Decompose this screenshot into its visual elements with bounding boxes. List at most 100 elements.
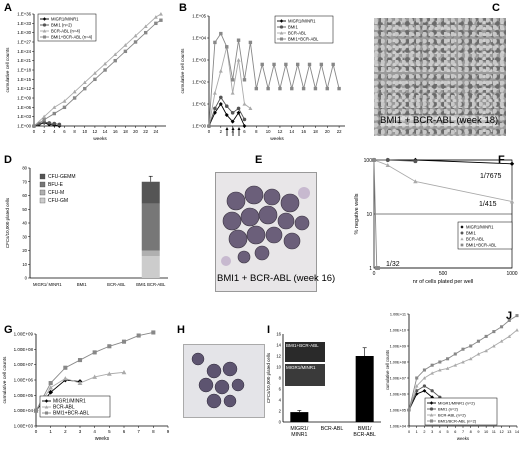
y-tick-label: 50 (22, 207, 27, 212)
panel-h-label: H (177, 324, 185, 336)
legend-marker (44, 399, 49, 403)
x-tick-label: 500 (439, 271, 448, 277)
x-tick-label: 22 (143, 129, 148, 134)
y-tick-label: 1.00E+05 (14, 393, 34, 398)
data-point (509, 161, 515, 167)
data-point (414, 384, 419, 388)
chart-g: 1.00E+03 1.00E+04 1.00E+05 1.00E+06 1.00E+07… (2, 330, 170, 442)
y-tick-label: 2 (279, 409, 282, 414)
data-point (236, 58, 241, 62)
x-tick-label: 4 (439, 430, 441, 434)
legend-label: BMI1 (n=2) (51, 23, 72, 28)
legend-marker (42, 35, 47, 39)
data-point (154, 21, 158, 26)
legend-box (457, 221, 513, 250)
arrow-head (231, 127, 235, 130)
y-axis-title: CFCs/10,000 plated cells (5, 197, 10, 248)
data-point (93, 77, 97, 82)
data-point (212, 91, 217, 95)
data-point (32, 124, 36, 128)
x-tick-label: 14 (289, 129, 294, 134)
series-line (208, 32, 340, 127)
data-point (83, 86, 87, 91)
legend-marker (429, 413, 434, 417)
panel-c: C BMI1 + BCR-ABL (week 18) (352, 0, 520, 150)
legend-label: MIGR1/MINR1 (288, 19, 316, 24)
data-point (337, 86, 341, 91)
inset-bmi1-bcr-abl: BMI1+BCR-ABL (285, 342, 325, 362)
y-axis-title: % negative wells (354, 193, 360, 234)
x-tick-label: 10 (266, 129, 271, 134)
legend-label: BCR-ABL (53, 405, 75, 411)
y-tick-label: 12 (276, 354, 281, 359)
legend-label: BFU-E (48, 182, 64, 188)
y-tick-label: 70 (22, 179, 27, 184)
bar-segment (141, 256, 160, 278)
data-point (230, 119, 235, 124)
data-point (248, 106, 253, 110)
data-point (461, 360, 465, 364)
data-point (92, 350, 97, 355)
x-tick-label: 1 (49, 429, 52, 434)
x-tick-label: 16 (113, 129, 118, 134)
legend-marker (44, 405, 49, 409)
data-point (507, 334, 512, 338)
data-point (159, 18, 163, 22)
y-axis-title: cumulative cell counts (385, 350, 390, 390)
data-point (453, 352, 457, 356)
y-axis-title: cumulative cell counts (5, 47, 10, 93)
y-tick-label: 1.00E+04 (14, 408, 34, 413)
legend-box (39, 395, 111, 418)
panel-f: F 1 10 100 0 500 1000 nr of cells plated per w… (352, 150, 520, 300)
category-label: BCR-ABL (321, 426, 344, 432)
y-tick-label: 8 (279, 376, 282, 381)
category-label: BCR-ABL (353, 432, 376, 438)
legend-label: MIGR1/MINR1 (53, 399, 86, 405)
x-tick-label: 10 (82, 129, 87, 134)
data-point (72, 89, 77, 94)
data-point (143, 24, 148, 29)
legend-label: BMI1 (n=2) (438, 407, 459, 412)
legend-marker (460, 237, 464, 241)
data-point (266, 86, 270, 91)
legend-marker (42, 23, 47, 27)
y-tick-label: 10 (366, 212, 372, 218)
panel-i-label: I (267, 324, 271, 336)
y-tick-label: 1.00E+09 (390, 345, 406, 349)
inset-migr1: MIGR1/MINR1 (285, 364, 325, 386)
x-tick-label: 5 (108, 429, 111, 434)
legend-label: BCR-ABL (288, 31, 307, 36)
legend-swatch (39, 181, 46, 188)
y-axis-title: CFCs/10,000 plated cells (266, 352, 271, 403)
data-point (415, 376, 419, 380)
y-tick-label: 6 (279, 387, 282, 392)
y-tick-label: 1.E+24 (17, 49, 31, 54)
y-tick-label: 1.E+09 (17, 96, 31, 101)
legend-marker (279, 37, 284, 41)
bar (355, 356, 374, 422)
x-tick-label: 3 (431, 430, 433, 434)
data-point (453, 363, 458, 367)
y-tick-label: 1.E+15 (17, 77, 31, 82)
data-point (52, 111, 57, 116)
data-point (113, 58, 117, 63)
x-tick-label: 18 (123, 129, 128, 134)
legend-label: BCR-ABL (n=4) (51, 29, 81, 34)
data-point (143, 30, 148, 35)
data-point (260, 62, 264, 67)
data-point (213, 40, 217, 45)
y-tick-label: 10 (22, 262, 27, 267)
x-axis-title: weeks (457, 436, 469, 441)
data-point (153, 15, 158, 19)
data-point (290, 86, 294, 91)
y-tick-label: 1.E+02 (192, 80, 206, 85)
y-tick-label: 0 (279, 420, 282, 425)
y-tick-label: 0 (25, 276, 28, 281)
category-label: BMI1/ (358, 426, 372, 432)
data-point (509, 199, 515, 204)
x-tick-label: 12 (93, 129, 98, 134)
legend-marker (44, 411, 49, 415)
data-point (242, 102, 247, 106)
bar-segment (141, 250, 160, 256)
data-point (107, 344, 112, 349)
